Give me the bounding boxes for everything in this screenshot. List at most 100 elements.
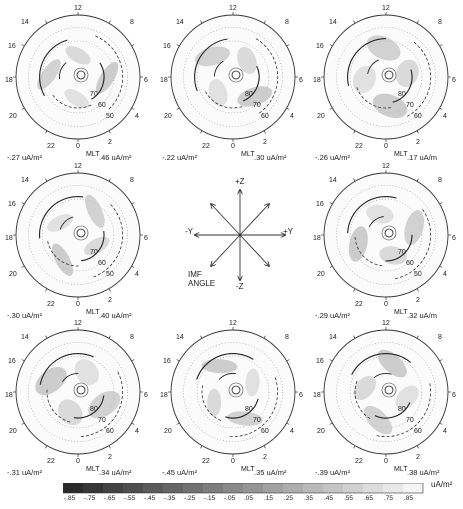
- colorbar-tick-label: -.25: [184, 495, 196, 502]
- current-region: [207, 388, 222, 417]
- current-region: [348, 226, 368, 262]
- min-current-label: -.31 uA/m²: [7, 468, 43, 477]
- polar-plot-panel: 12 14 16 18 20 22 0 8 6 4 2 MLT 80 70 60 -.22 uA/m² .30 …: [160, 5, 310, 173]
- latitude-ring: [349, 198, 423, 272]
- contour-center: [228, 67, 244, 83]
- latitude-label: 70: [90, 91, 98, 98]
- mlt-20-label: 20: [9, 113, 17, 120]
- colorbar-tick-label: .85: [404, 495, 414, 502]
- mlt-14-label: 14: [329, 177, 337, 184]
- mlt-6-label: 6: [144, 235, 148, 242]
- mlt-0-label: 0: [384, 301, 388, 308]
- colorbar-cell: [63, 483, 83, 493]
- clock-tick: [439, 107, 443, 110]
- mlt-6-label: 6: [299, 77, 303, 84]
- imf-arrows-icon: [185, 170, 295, 300]
- mlt-2-label: 2: [416, 139, 420, 146]
- contour-center: [381, 225, 397, 241]
- min-current-label: -.45 uA/m²: [162, 468, 198, 477]
- current-region: [227, 411, 263, 426]
- contour-dashed: [46, 389, 71, 423]
- mlt-20-label: 20: [317, 113, 325, 120]
- min-current-label: -.22 uA/m²: [162, 153, 198, 162]
- current-region: [65, 46, 91, 65]
- mlt-12-label: 12: [382, 163, 390, 170]
- colorbar-tick-label: -.65: [104, 495, 116, 502]
- clock-tick: [45, 335, 48, 339]
- mlt-4-label: 4: [135, 113, 139, 120]
- contour-solid: [59, 216, 74, 230]
- latitude-label: 60: [261, 428, 269, 435]
- colorbar-cell: [163, 483, 183, 493]
- clock-tick: [439, 265, 443, 268]
- clock-tick: [286, 107, 290, 110]
- contour-center: [76, 228, 86, 238]
- clock-tick: [108, 445, 111, 449]
- max-current-label: .38 uA/m²: [407, 468, 440, 477]
- mlt-label: MLT: [241, 466, 255, 473]
- contour-center: [73, 382, 89, 398]
- latitude-label: 60: [261, 113, 269, 120]
- colorbar-tick-label: -.35: [164, 495, 176, 502]
- clock-tick: [200, 20, 203, 24]
- latitude-ring: [41, 198, 115, 272]
- latitude-label: 70: [90, 249, 98, 256]
- colorbar-cell: [283, 483, 303, 493]
- max-current-label: .32 uA/m: [407, 311, 438, 320]
- mlt-22-label: 22: [355, 301, 363, 308]
- clock-tick: [176, 44, 180, 47]
- clock-tick: [131, 44, 135, 47]
- mlt-20-label: 20: [164, 113, 172, 120]
- current-region: [366, 204, 394, 224]
- polar-plot-svg: [168, 327, 298, 457]
- contour-center: [384, 70, 394, 80]
- polar-plot-svg: [168, 12, 298, 142]
- plus-y-label: +Y: [283, 227, 294, 236]
- polar-plot-panel: 12 14 16 18 20 22 0 8 6 4 2 MLT 80 70 60 -.31 uA/m² .34 …: [5, 320, 155, 488]
- colorbar-cell: [223, 483, 243, 493]
- mlt-0-label: 0: [76, 143, 80, 150]
- mlt-2-label: 2: [416, 297, 420, 304]
- clock-tick: [286, 44, 290, 47]
- plus-z-label: +Z: [235, 177, 245, 186]
- latitude-ring: [196, 40, 270, 114]
- clock-tick: [329, 202, 333, 205]
- clock-tick: [131, 107, 135, 110]
- max-current-label: .40 uA/m²: [99, 311, 132, 320]
- colorbar: -.85 -.75 -.65 -.55 -.45 -.35 -.25 -.15 -.05 .05.…: [63, 483, 443, 509]
- current-region: [379, 246, 408, 265]
- colorbar-cell: [303, 483, 323, 493]
- contour-solid: [91, 62, 105, 100]
- mlt-14-label: 14: [176, 19, 184, 26]
- colorbar-tick-label: -.15: [204, 495, 216, 502]
- colorbar-tick-label: .65: [364, 495, 374, 502]
- mlt-6-label: 6: [144, 77, 148, 84]
- mlt-label: MLT: [394, 466, 408, 473]
- clock-tick: [108, 335, 111, 339]
- mlt-0-label: 0: [76, 458, 80, 465]
- mlt-2-label: 2: [108, 297, 112, 304]
- colorbar-tick-label: .45: [324, 495, 334, 502]
- mlt-0-label: 0: [231, 458, 235, 465]
- current-region: [245, 368, 260, 397]
- mlt-4-label: 4: [290, 428, 294, 435]
- clock-tick: [21, 202, 25, 205]
- mlt-2-label: 2: [263, 139, 267, 146]
- colorbar-tick-label: .35: [304, 495, 314, 502]
- contour-solid: [368, 216, 384, 228]
- mlt-4-label: 4: [443, 428, 447, 435]
- latitude-ring: [28, 27, 128, 127]
- mlt-16-label: 16: [316, 201, 324, 208]
- clock-tick: [108, 288, 111, 292]
- contour-solid: [392, 69, 413, 103]
- latitude-ring: [28, 342, 128, 442]
- min-current-label: -.39 uA/m²: [315, 468, 351, 477]
- latitude-label: 70: [398, 249, 406, 256]
- mlt-20-label: 20: [317, 428, 325, 435]
- clock-tick: [131, 202, 135, 205]
- clock-tick: [439, 422, 443, 425]
- clock-tick: [21, 359, 25, 362]
- contour-dashed: [201, 384, 222, 421]
- latitude-label: 60: [414, 113, 422, 120]
- mlt-16-label: 16: [163, 358, 171, 365]
